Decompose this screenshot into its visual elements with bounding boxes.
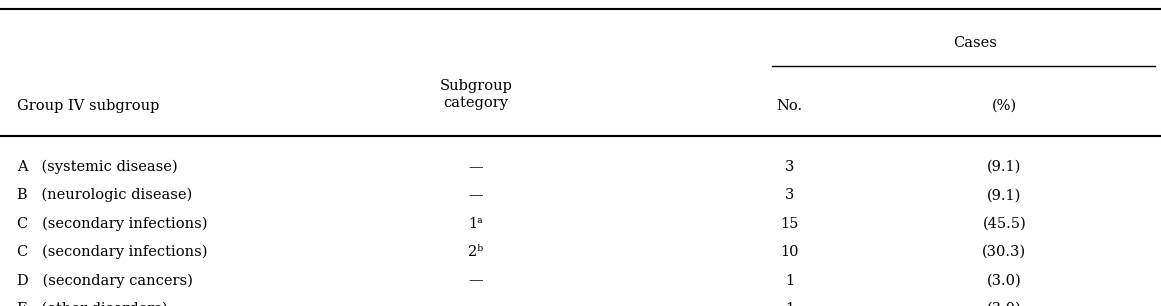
Text: —: —: [469, 188, 483, 202]
Text: (3.0): (3.0): [987, 274, 1022, 288]
Text: 1: 1: [785, 302, 794, 306]
Text: Cases: Cases: [953, 36, 997, 50]
Text: (%): (%): [991, 99, 1017, 113]
Text: 10: 10: [780, 245, 799, 259]
Text: 1ᵃ: 1ᵃ: [469, 217, 483, 231]
Text: (45.5): (45.5): [982, 217, 1026, 231]
Text: Group IV subgroup: Group IV subgroup: [17, 99, 160, 113]
Text: C   (secondary infections): C (secondary infections): [17, 216, 208, 231]
Text: No.: No.: [777, 99, 802, 113]
Text: —: —: [469, 302, 483, 306]
Text: D   (secondary cancers): D (secondary cancers): [17, 273, 193, 288]
Text: (30.3): (30.3): [982, 245, 1026, 259]
Text: 15: 15: [780, 217, 799, 231]
Text: C   (secondary infections): C (secondary infections): [17, 245, 208, 259]
Text: 2ᵇ: 2ᵇ: [468, 245, 484, 259]
Text: —: —: [469, 274, 483, 288]
Text: B   (neurologic disease): B (neurologic disease): [17, 188, 193, 203]
Text: E   (other disorders): E (other disorders): [17, 302, 168, 306]
Text: —: —: [469, 160, 483, 174]
Text: (9.1): (9.1): [987, 160, 1022, 174]
Text: (9.1): (9.1): [987, 188, 1022, 202]
Text: 3: 3: [785, 160, 794, 174]
Text: 1: 1: [785, 274, 794, 288]
Text: (3.0): (3.0): [987, 302, 1022, 306]
Text: A   (systemic disease): A (systemic disease): [17, 159, 178, 174]
Text: Subgroup
category: Subgroup category: [440, 80, 512, 110]
Text: 3: 3: [785, 188, 794, 202]
